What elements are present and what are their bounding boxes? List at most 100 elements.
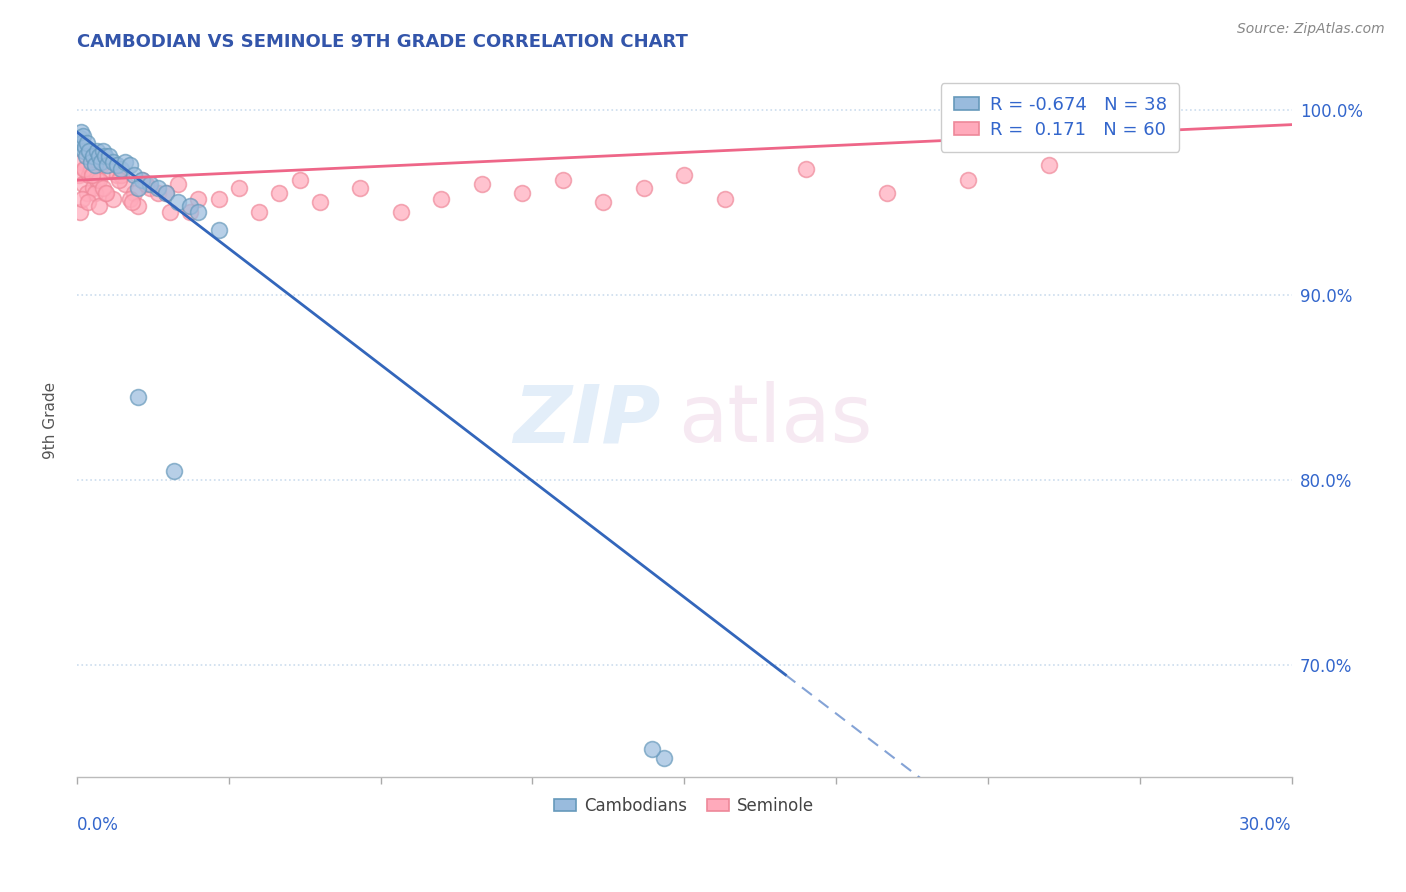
Point (80, 154, 103, 169)
Point (592, 195, 614, 210)
Point (76, 136, 98, 150)
Point (155, 186, 177, 201)
Point (122, 186, 145, 201)
Point (69, 204, 91, 219)
Point (82, 168, 104, 182)
Point (94, 149, 117, 163)
Point (84, 158, 107, 172)
Point (72, 128, 94, 143)
Point (80, 162, 103, 177)
Point (73, 140, 96, 154)
Point (187, 192, 209, 206)
Point (96, 158, 118, 172)
Point (94, 186, 117, 201)
Point (551, 173, 574, 187)
Point (633, 180, 655, 194)
Point (70, 136, 93, 150)
Point (89, 199, 111, 213)
Point (110, 162, 132, 177)
Point (73, 162, 96, 177)
Point (179, 199, 201, 213)
Y-axis label: 9th Grade: 9th Grade (44, 382, 58, 458)
Point (349, 180, 371, 194)
Point (89, 173, 111, 187)
Point (103, 154, 125, 169)
Text: atlas: atlas (678, 381, 873, 459)
Point (118, 158, 141, 172)
Point (69, 130, 91, 145)
Point (207, 223, 229, 237)
Point (163, 464, 186, 478)
Point (207, 192, 229, 206)
Point (269, 186, 291, 201)
Point (1038, 158, 1060, 172)
Point (98, 149, 121, 163)
Point (127, 180, 149, 194)
Point (90, 158, 112, 172)
Point (876, 186, 898, 201)
Point (131, 173, 153, 187)
Point (389, 204, 412, 219)
Point (228, 180, 250, 194)
Point (77, 168, 100, 182)
Point (86, 144, 108, 158)
Point (70, 192, 93, 206)
Point (103, 192, 125, 206)
Point (121, 195, 143, 210)
Point (82, 180, 104, 194)
Point (114, 177, 136, 191)
Point (110, 168, 132, 182)
Point (288, 173, 311, 187)
Point (510, 186, 533, 201)
Point (75, 149, 97, 163)
Point (114, 154, 136, 169)
Point (956, 173, 979, 187)
Point (90, 154, 112, 169)
Point (713, 192, 735, 206)
Point (471, 177, 494, 191)
Text: 0.0%: 0.0% (77, 816, 118, 834)
Text: 30.0%: 30.0% (1239, 816, 1292, 834)
Point (91, 180, 114, 194)
Point (82, 149, 104, 163)
Point (98, 162, 121, 177)
Point (139, 180, 162, 194)
Point (118, 192, 141, 206)
Point (430, 192, 453, 206)
Point (652, 751, 675, 765)
Point (139, 177, 162, 191)
Point (167, 177, 190, 191)
Point (179, 204, 201, 219)
Point (108, 173, 131, 187)
Point (72, 177, 94, 191)
Point (146, 186, 169, 201)
Point (131, 173, 153, 187)
Point (105, 158, 128, 172)
Text: CAMBODIAN VS SEMINOLE 9TH GRADE CORRELATION CHART: CAMBODIAN VS SEMINOLE 9TH GRADE CORRELAT… (77, 33, 688, 51)
Point (70, 125, 93, 139)
Point (135, 177, 157, 191)
Point (77, 195, 100, 210)
Legend: Cambodians, Seminole: Cambodians, Seminole (547, 790, 821, 822)
Point (73, 144, 96, 158)
Point (167, 195, 190, 210)
Point (77, 144, 100, 158)
Point (673, 168, 696, 182)
Point (159, 204, 181, 219)
Point (91, 144, 114, 158)
Point (84, 186, 107, 201)
Point (105, 168, 128, 182)
Point (187, 204, 209, 219)
Point (308, 195, 330, 210)
Point (86, 173, 108, 187)
Point (70, 154, 93, 169)
Point (127, 390, 149, 404)
Point (67, 168, 90, 182)
Point (794, 162, 817, 177)
Text: Source: ZipAtlas.com: Source: ZipAtlas.com (1237, 22, 1385, 37)
Point (247, 204, 270, 219)
Point (94, 186, 117, 201)
Text: ZIP: ZIP (513, 381, 661, 459)
Point (155, 186, 177, 201)
Point (89, 149, 111, 163)
